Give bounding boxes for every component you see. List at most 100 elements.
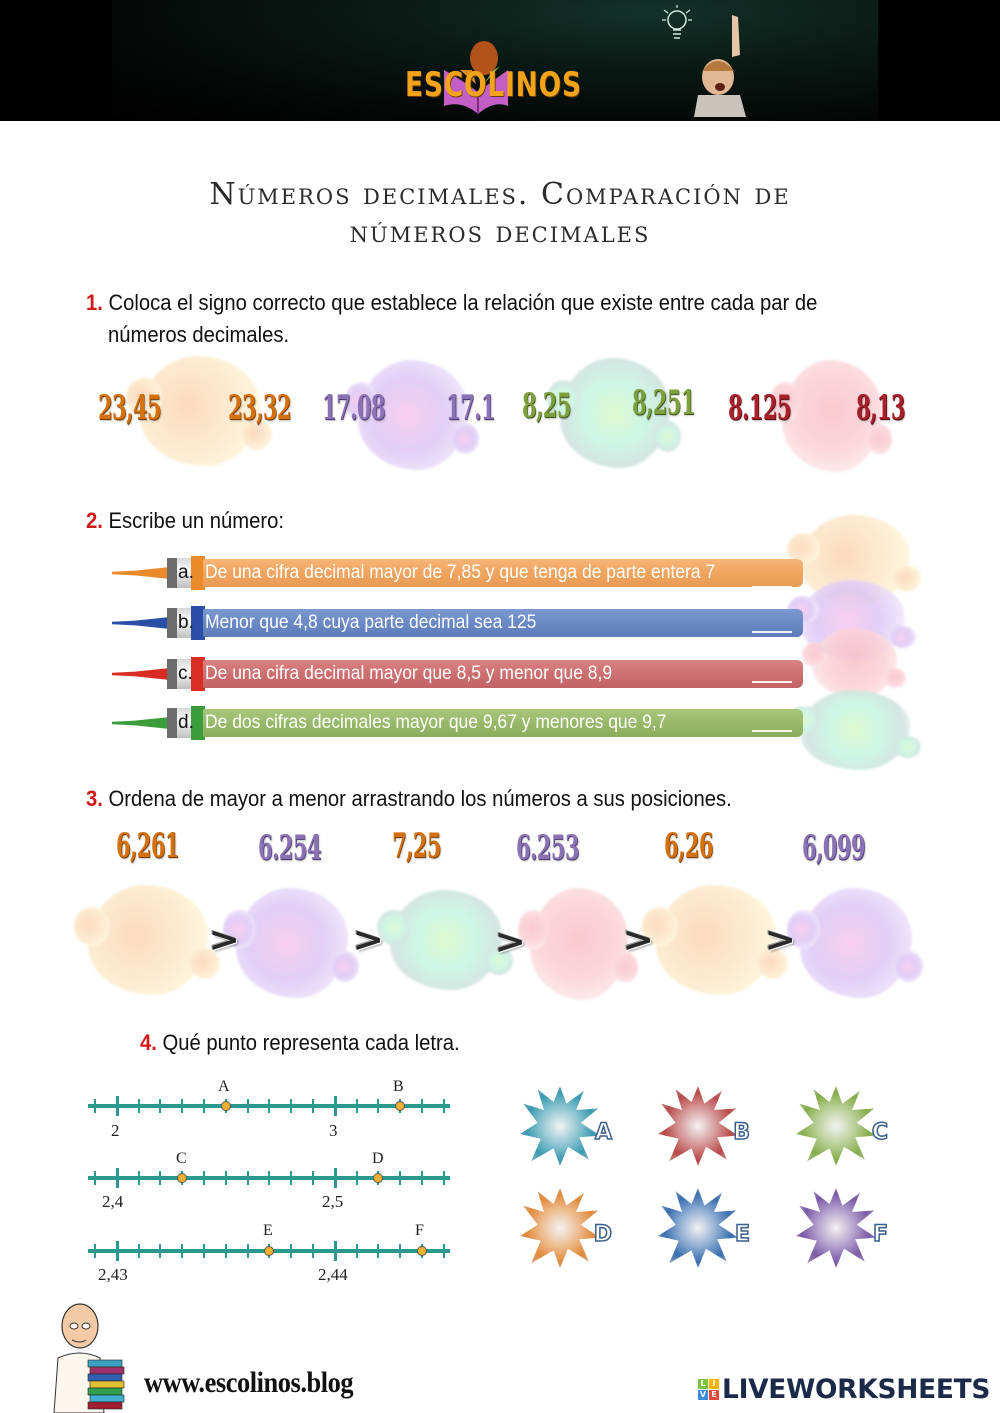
brush-handle-icon: [112, 668, 170, 680]
answer-burst-f[interactable]: F: [788, 1178, 889, 1274]
brush-ferrule: [167, 708, 193, 738]
point-label-b: B: [393, 1078, 404, 1095]
number-line-tick: [224, 1244, 227, 1258]
draggable-number-4[interactable]: 6.253: [516, 828, 580, 868]
burst-letter: C: [871, 1119, 889, 1146]
number-line-tick: [355, 1171, 358, 1185]
blog-link[interactable]: www.escolinos.blog: [144, 1366, 354, 1399]
icon-letter: L: [698, 1379, 708, 1389]
comparison-dropzone-3[interactable]: [546, 358, 681, 468]
answer-line[interactable]: [752, 681, 792, 683]
number-left-4: 8.125: [728, 388, 792, 428]
burst-splash-icon: [796, 1188, 876, 1268]
comparison-dropzone-4[interactable]: [770, 360, 892, 472]
number-line-tick: [442, 1099, 445, 1113]
number-line-tick: [224, 1171, 227, 1185]
icon-letter: I: [709, 1379, 719, 1389]
question-2-prompt: 2. Escribe un número:: [86, 505, 284, 537]
point-label-f: F: [415, 1222, 424, 1239]
number-line-tick: [355, 1099, 358, 1113]
draggable-number-1[interactable]: 6,261: [116, 826, 180, 866]
number-line-3: [88, 1241, 453, 1261]
burst-letter: E: [734, 1221, 751, 1248]
brush-handle-icon: [112, 717, 170, 729]
number-line-end-label: 2,44: [318, 1265, 348, 1284]
point-label-a: A: [218, 1078, 230, 1095]
number-line-tick: [137, 1244, 140, 1258]
number-line-tick: [442, 1244, 445, 1258]
paint-stroke: [203, 709, 803, 737]
icon-letter: E: [709, 1390, 719, 1400]
number-line-tick: [159, 1171, 162, 1185]
number-line-tick: [377, 1244, 380, 1258]
answer-burst-a[interactable]: A: [512, 1076, 613, 1172]
point-marker-b: [395, 1101, 406, 1111]
number-line-tick: [181, 1099, 184, 1113]
answer-line[interactable]: [752, 631, 792, 633]
number-right-4: 8,13: [856, 388, 905, 428]
book-logo-icon: [444, 41, 508, 114]
order-dropzone-1[interactable]: [73, 885, 220, 995]
order-dropzone-5[interactable]: [641, 885, 788, 995]
burst-letter: B: [732, 1119, 750, 1146]
brush-bristle: [191, 706, 205, 740]
order-dropzone-2[interactable]: [222, 888, 360, 998]
number-line-tick: [399, 1171, 402, 1185]
item-text: Menor que 4,8 cuya parte decimal sea 125: [205, 612, 537, 633]
number-line-tick: [94, 1171, 96, 1185]
number-left-2: 17.08: [322, 388, 386, 428]
page-title-line2: números decimales: [349, 215, 651, 250]
order-dropzone-3[interactable]: [376, 890, 514, 990]
question-number: 3.: [86, 786, 103, 811]
brush-bristle: [191, 606, 205, 640]
point-label-d: D: [372, 1150, 384, 1167]
brush-ferrule: [167, 558, 193, 588]
question-text: Ordena de mayor a menor arrastrando los …: [108, 786, 732, 811]
number-left-3: 8,25: [522, 386, 571, 426]
question-number: 1.: [86, 290, 103, 315]
number-line-tick: [115, 1241, 119, 1261]
comparison-dropzone-1[interactable]: [125, 356, 272, 466]
burst-letter: F: [872, 1221, 889, 1248]
item-letter: b.: [178, 612, 194, 633]
draggable-number-2[interactable]: 6.254: [258, 828, 322, 868]
answer-burst-c[interactable]: C: [788, 1076, 889, 1172]
comparison-dropzone-2[interactable]: [344, 360, 479, 470]
number-line-tick: [246, 1171, 249, 1185]
brush-ferrule: [167, 608, 193, 638]
answer-burst-d[interactable]: D: [512, 1178, 613, 1274]
liveworksheets-icon: L I V E: [698, 1379, 719, 1400]
draggable-number-6[interactable]: 6,099: [802, 828, 866, 868]
order-dropzone-4[interactable]: [518, 888, 638, 1000]
question-1-prompt-cont: números decimales.: [108, 319, 289, 351]
order-dropzone-6[interactable]: [786, 888, 924, 998]
paint-stroke: [203, 609, 803, 637]
burst-splash-icon: [796, 1086, 876, 1166]
liveworksheets-logo[interactable]: L I V E LIVEWORKSHEETS: [698, 1374, 996, 1405]
point-marker-d: [373, 1173, 384, 1183]
question-4-prompt: 4. Qué punto representa cada letra.: [140, 1027, 460, 1059]
brand-logo-text: ESCOLINOS: [405, 65, 582, 105]
paintbrush-item-d: d. De dos cifras decimales mayor que 9,6…: [112, 706, 812, 740]
answer-burst-e[interactable]: E: [650, 1178, 751, 1274]
answer-burst-b[interactable]: B: [650, 1076, 751, 1172]
question-number: 4.: [140, 1030, 157, 1055]
draggable-number-5[interactable]: 6,26: [664, 826, 713, 866]
draggable-number-3[interactable]: 7,25: [392, 826, 441, 866]
burst-letter: A: [594, 1119, 613, 1146]
paint-stroke: [203, 660, 803, 688]
number-line-tick: [312, 1099, 314, 1113]
answer-line[interactable]: [752, 586, 792, 588]
number-line-tick: [312, 1171, 314, 1185]
question-3-prompt: 3. Ordena de mayor a menor arrastrando l…: [86, 783, 732, 815]
item-letter: c.: [178, 663, 193, 684]
number-line-tick: [377, 1099, 380, 1113]
answer-line[interactable]: [752, 730, 792, 732]
number-right-2: 17.1: [446, 388, 495, 428]
question-number: 2.: [86, 508, 103, 533]
greater-than-sign: >: [208, 920, 240, 960]
number-line-tick: [421, 1171, 423, 1185]
point-marker-e: [264, 1246, 275, 1256]
page-title: Números decimales. Comparación de número…: [0, 176, 1000, 252]
number-line-tick: [203, 1244, 205, 1258]
